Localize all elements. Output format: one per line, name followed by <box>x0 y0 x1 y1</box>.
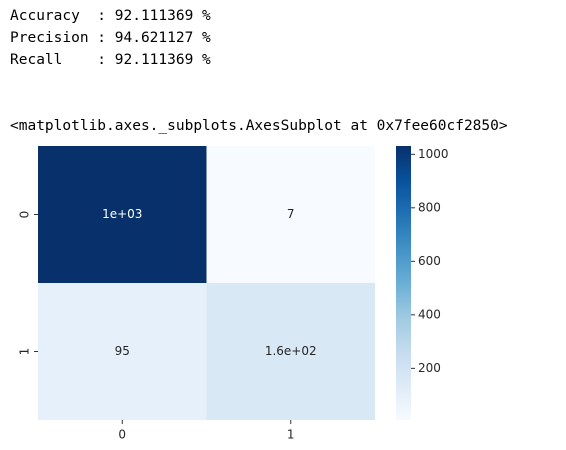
heatmap-cell <box>38 283 207 420</box>
cell-label: 95 <box>115 344 130 358</box>
colorbar-tick-label: 600 <box>418 254 441 268</box>
cell-label: 1.6e+02 <box>265 344 317 358</box>
x-tick-label: 1 <box>287 428 295 442</box>
cell-label: 7 <box>287 207 295 221</box>
y-tick-label: 1 <box>18 348 32 356</box>
cell-label: 1e+03 <box>102 207 142 221</box>
output-line: Accuracy : 92.111369 % <box>10 8 211 24</box>
heatmap-cell <box>206 146 375 283</box>
colorbar-tick-label: 400 <box>418 307 441 321</box>
output-line: Precision : 94.621127 % <box>10 30 211 46</box>
output-line: Recall : 92.111369 % <box>10 52 211 68</box>
heatmap-cell <box>206 283 375 420</box>
colorbar-tick-label: 200 <box>418 361 441 375</box>
y-tick-label: 0 <box>18 211 32 219</box>
colorbar <box>396 146 411 420</box>
heatmap-cell <box>38 146 207 283</box>
x-tick-label: 0 <box>118 428 126 442</box>
colorbar-tick-label: 1000 <box>418 147 449 161</box>
repr-line: <matplotlib.axes._subplots.AxesSubplot a… <box>10 118 508 134</box>
colorbar-tick-label: 800 <box>418 200 441 214</box>
